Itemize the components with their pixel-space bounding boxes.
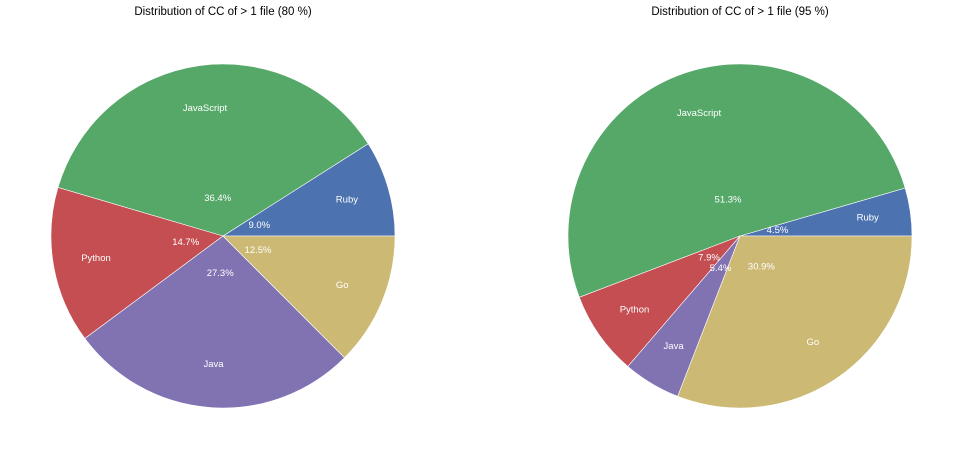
category-label-javascript: JavaScript [183, 103, 228, 114]
percent-label-java: 27.3% [207, 268, 234, 279]
category-label-python: Python [81, 253, 111, 264]
pie-slice-python [50, 187, 224, 339]
category-label-go: Go [336, 280, 349, 291]
pie-chart-95: Distribution of CC of > 1 file (95 %) Ru… [567, 6, 913, 409]
category-label-java: Java [664, 341, 685, 352]
percent-label-python: 7.9% [698, 252, 720, 263]
category-label-ruby: Ruby [336, 195, 358, 206]
category-label-java: Java [203, 359, 224, 370]
pie-slice-javascript [57, 63, 369, 237]
pie-chart-80: Distribution of CC of > 1 file (80 %) Ru… [50, 6, 396, 409]
percent-label-ruby: 9.0% [248, 220, 270, 231]
percent-label-java: 5.4% [710, 263, 732, 274]
chart-title-80: Distribution of CC of > 1 file (80 %) [134, 6, 312, 18]
pie-slice-go [677, 235, 913, 409]
pie-slice-java [84, 235, 345, 409]
percent-label-javascript: 36.4% [204, 193, 231, 204]
percent-label-go: 30.9% [748, 262, 775, 273]
category-label-python: Python [620, 305, 650, 316]
percent-label-javascript: 51.3% [715, 195, 742, 206]
pie-slice-go [222, 235, 396, 359]
category-label-ruby: Ruby [857, 212, 879, 223]
pie-slice-javascript [567, 63, 906, 298]
category-label-javascript: JavaScript [677, 108, 722, 119]
chart-title-95: Distribution of CC of > 1 file (95 %) [651, 6, 829, 18]
percent-label-go: 12.5% [245, 245, 272, 256]
category-label-go: Go [806, 337, 819, 348]
percent-label-python: 14.7% [172, 237, 199, 248]
pie-slice-ruby [221, 143, 396, 237]
percent-label-ruby: 4.5% [767, 225, 789, 236]
